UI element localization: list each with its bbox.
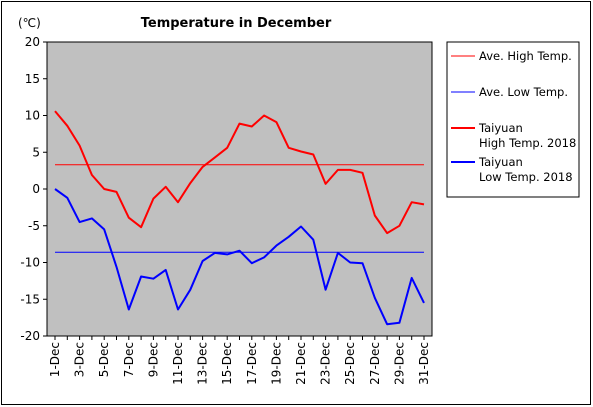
- legend-label: Ave. High Temp.: [479, 49, 572, 63]
- y-axis-unit-label: (℃): [18, 16, 41, 30]
- x-tick-label: 3-Dec: [73, 342, 87, 377]
- legend-label: Taiyuan: [478, 155, 523, 169]
- x-axis: 1-Dec 3-Dec 5-Dec 7-Dec 9-Dec 11-Dec 13-Dec 15-…: [48, 336, 431, 385]
- x-tick-label: 29-Dec: [392, 342, 406, 385]
- x-tick-label: 5-Dec: [97, 342, 111, 377]
- x-tick-label: 13-Dec: [196, 342, 210, 385]
- x-tick-label: 27-Dec: [368, 342, 382, 385]
- legend: [446, 41, 580, 198]
- y-tick-label: 20: [25, 35, 40, 49]
- y-tick-label: 10: [25, 109, 40, 123]
- y-tick-label: 5: [32, 145, 40, 159]
- legend-items: Ave. High Temp.Ave. Low Temp.TaiyuanHigh…: [451, 49, 576, 184]
- x-tick-label: 17-Dec: [245, 342, 259, 385]
- legend-label: High Temp. 2018: [479, 136, 576, 150]
- legend-label: Ave. Low Temp.: [479, 85, 568, 99]
- x-tick-label: 1-Dec: [48, 342, 62, 377]
- x-tick-label: 25-Dec: [343, 342, 357, 385]
- y-tick-label: -10: [20, 256, 40, 270]
- y-axis: 20 15 10 5 0 -5 -10 -15 -20: [20, 35, 47, 343]
- series-line-3: [54, 110, 425, 235]
- x-tick-label: 11-Dec: [171, 342, 185, 385]
- x-tick-label: 21-Dec: [294, 342, 308, 385]
- y-tick-label: -20: [20, 329, 40, 343]
- y-tick-label: 0: [32, 182, 40, 196]
- legend-label: Low Temp. 2018: [479, 170, 573, 184]
- series-line-4: [54, 188, 425, 326]
- chart-title: Temperature in December: [141, 16, 332, 31]
- y-tick-label: -5: [28, 219, 40, 233]
- x-tick-label: 19-Dec: [269, 342, 283, 385]
- y-tick-label: -15: [20, 292, 40, 306]
- x-tick-label: 7-Dec: [122, 342, 136, 377]
- x-tick-label: 23-Dec: [319, 342, 333, 385]
- series-lines: [54, 110, 425, 326]
- y-tick-label: 15: [25, 72, 40, 86]
- x-tick-label: 9-Dec: [146, 342, 160, 377]
- x-tick-label: 15-Dec: [220, 342, 234, 385]
- legend-label: Taiyuan: [478, 121, 523, 135]
- x-tick-label: 31-Dec: [417, 342, 431, 385]
